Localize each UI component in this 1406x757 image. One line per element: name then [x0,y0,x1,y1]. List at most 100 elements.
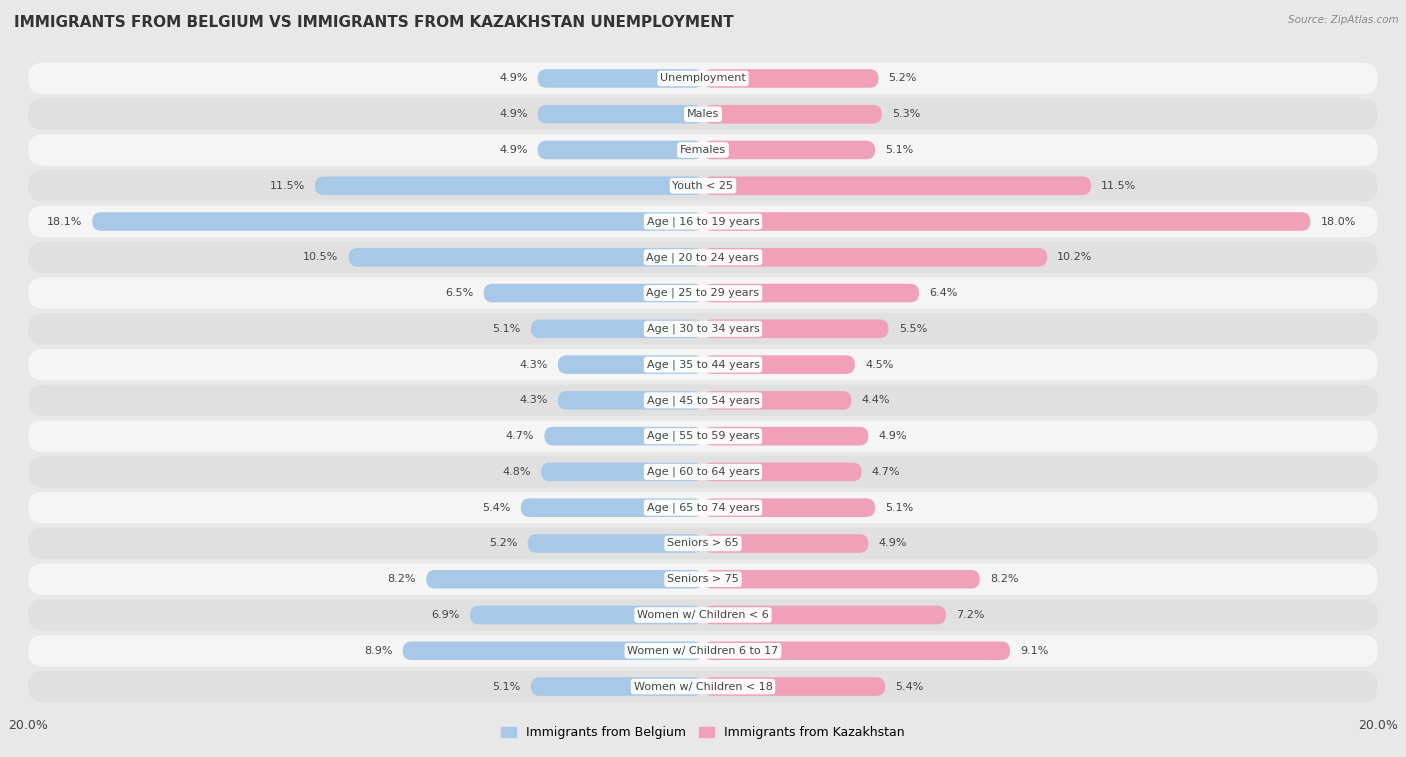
Text: 7.2%: 7.2% [956,610,984,620]
Text: Women w/ Children < 18: Women w/ Children < 18 [634,681,772,692]
FancyBboxPatch shape [703,498,875,517]
Text: 4.3%: 4.3% [519,395,548,406]
FancyBboxPatch shape [703,641,1010,660]
FancyBboxPatch shape [703,248,1047,266]
Text: 10.2%: 10.2% [1057,252,1092,262]
Text: 4.9%: 4.9% [879,431,907,441]
FancyBboxPatch shape [527,534,703,553]
Text: 18.0%: 18.0% [1320,217,1355,226]
FancyBboxPatch shape [558,391,703,410]
Text: Women w/ Children 6 to 17: Women w/ Children 6 to 17 [627,646,779,656]
FancyBboxPatch shape [703,606,946,625]
FancyBboxPatch shape [28,456,1378,488]
Text: 5.2%: 5.2% [889,73,917,83]
FancyBboxPatch shape [703,678,886,696]
Text: Age | 16 to 19 years: Age | 16 to 19 years [647,217,759,227]
FancyBboxPatch shape [537,141,703,159]
FancyBboxPatch shape [315,176,703,195]
Text: 8.2%: 8.2% [990,575,1018,584]
Text: Seniors > 65: Seniors > 65 [668,538,738,549]
FancyBboxPatch shape [703,284,920,302]
FancyBboxPatch shape [28,528,1378,559]
FancyBboxPatch shape [537,105,703,123]
Text: 5.4%: 5.4% [482,503,510,512]
FancyBboxPatch shape [28,170,1378,201]
FancyBboxPatch shape [537,69,703,88]
Text: Women w/ Children < 6: Women w/ Children < 6 [637,610,769,620]
FancyBboxPatch shape [703,319,889,338]
FancyBboxPatch shape [28,563,1378,595]
Text: 5.1%: 5.1% [886,503,914,512]
Text: Females: Females [681,145,725,155]
Text: 5.5%: 5.5% [898,324,927,334]
Text: 4.8%: 4.8% [502,467,531,477]
Text: 4.9%: 4.9% [499,109,527,119]
FancyBboxPatch shape [703,534,869,553]
FancyBboxPatch shape [531,678,703,696]
FancyBboxPatch shape [520,498,703,517]
FancyBboxPatch shape [28,635,1378,666]
Text: 4.9%: 4.9% [499,145,527,155]
FancyBboxPatch shape [28,420,1378,452]
Text: 8.9%: 8.9% [364,646,392,656]
FancyBboxPatch shape [93,212,703,231]
FancyBboxPatch shape [28,206,1378,237]
Text: 5.1%: 5.1% [492,681,520,692]
Text: Age | 45 to 54 years: Age | 45 to 54 years [647,395,759,406]
Text: 11.5%: 11.5% [1101,181,1136,191]
FancyBboxPatch shape [703,355,855,374]
Text: 8.2%: 8.2% [388,575,416,584]
Text: Age | 30 to 34 years: Age | 30 to 34 years [647,323,759,334]
FancyBboxPatch shape [28,134,1378,166]
FancyBboxPatch shape [703,463,862,481]
FancyBboxPatch shape [28,349,1378,380]
Text: 9.1%: 9.1% [1021,646,1049,656]
Text: Age | 25 to 29 years: Age | 25 to 29 years [647,288,759,298]
FancyBboxPatch shape [541,463,703,481]
Text: Age | 65 to 74 years: Age | 65 to 74 years [647,503,759,513]
Text: 5.3%: 5.3% [891,109,920,119]
FancyBboxPatch shape [28,600,1378,631]
Text: Age | 60 to 64 years: Age | 60 to 64 years [647,466,759,477]
FancyBboxPatch shape [531,319,703,338]
Text: Age | 20 to 24 years: Age | 20 to 24 years [647,252,759,263]
Text: Unemployment: Unemployment [661,73,745,83]
Text: 4.5%: 4.5% [865,360,893,369]
Text: 6.4%: 6.4% [929,288,957,298]
FancyBboxPatch shape [703,141,875,159]
Text: IMMIGRANTS FROM BELGIUM VS IMMIGRANTS FROM KAZAKHSTAN UNEMPLOYMENT: IMMIGRANTS FROM BELGIUM VS IMMIGRANTS FR… [14,15,734,30]
Legend: Immigrants from Belgium, Immigrants from Kazakhstan: Immigrants from Belgium, Immigrants from… [496,721,910,744]
FancyBboxPatch shape [703,105,882,123]
Text: Youth < 25: Youth < 25 [672,181,734,191]
Text: Age | 35 to 44 years: Age | 35 to 44 years [647,360,759,370]
FancyBboxPatch shape [703,391,852,410]
Text: Age | 55 to 59 years: Age | 55 to 59 years [647,431,759,441]
Text: 18.1%: 18.1% [46,217,82,226]
FancyBboxPatch shape [28,671,1378,702]
FancyBboxPatch shape [558,355,703,374]
Text: Seniors > 75: Seniors > 75 [666,575,740,584]
Text: 11.5%: 11.5% [270,181,305,191]
Text: 5.1%: 5.1% [886,145,914,155]
Text: 4.9%: 4.9% [879,538,907,549]
FancyBboxPatch shape [28,277,1378,309]
FancyBboxPatch shape [28,385,1378,416]
FancyBboxPatch shape [703,570,980,588]
FancyBboxPatch shape [349,248,703,266]
FancyBboxPatch shape [470,606,703,625]
Text: Males: Males [688,109,718,119]
FancyBboxPatch shape [28,492,1378,523]
Text: 5.4%: 5.4% [896,681,924,692]
FancyBboxPatch shape [544,427,703,445]
Text: 6.5%: 6.5% [446,288,474,298]
FancyBboxPatch shape [402,641,703,660]
Text: 5.2%: 5.2% [489,538,517,549]
Text: 4.7%: 4.7% [872,467,900,477]
FancyBboxPatch shape [703,212,1310,231]
Text: 10.5%: 10.5% [304,252,339,262]
Text: 6.9%: 6.9% [432,610,460,620]
FancyBboxPatch shape [28,241,1378,273]
FancyBboxPatch shape [703,69,879,88]
Text: 4.3%: 4.3% [519,360,548,369]
FancyBboxPatch shape [28,313,1378,344]
